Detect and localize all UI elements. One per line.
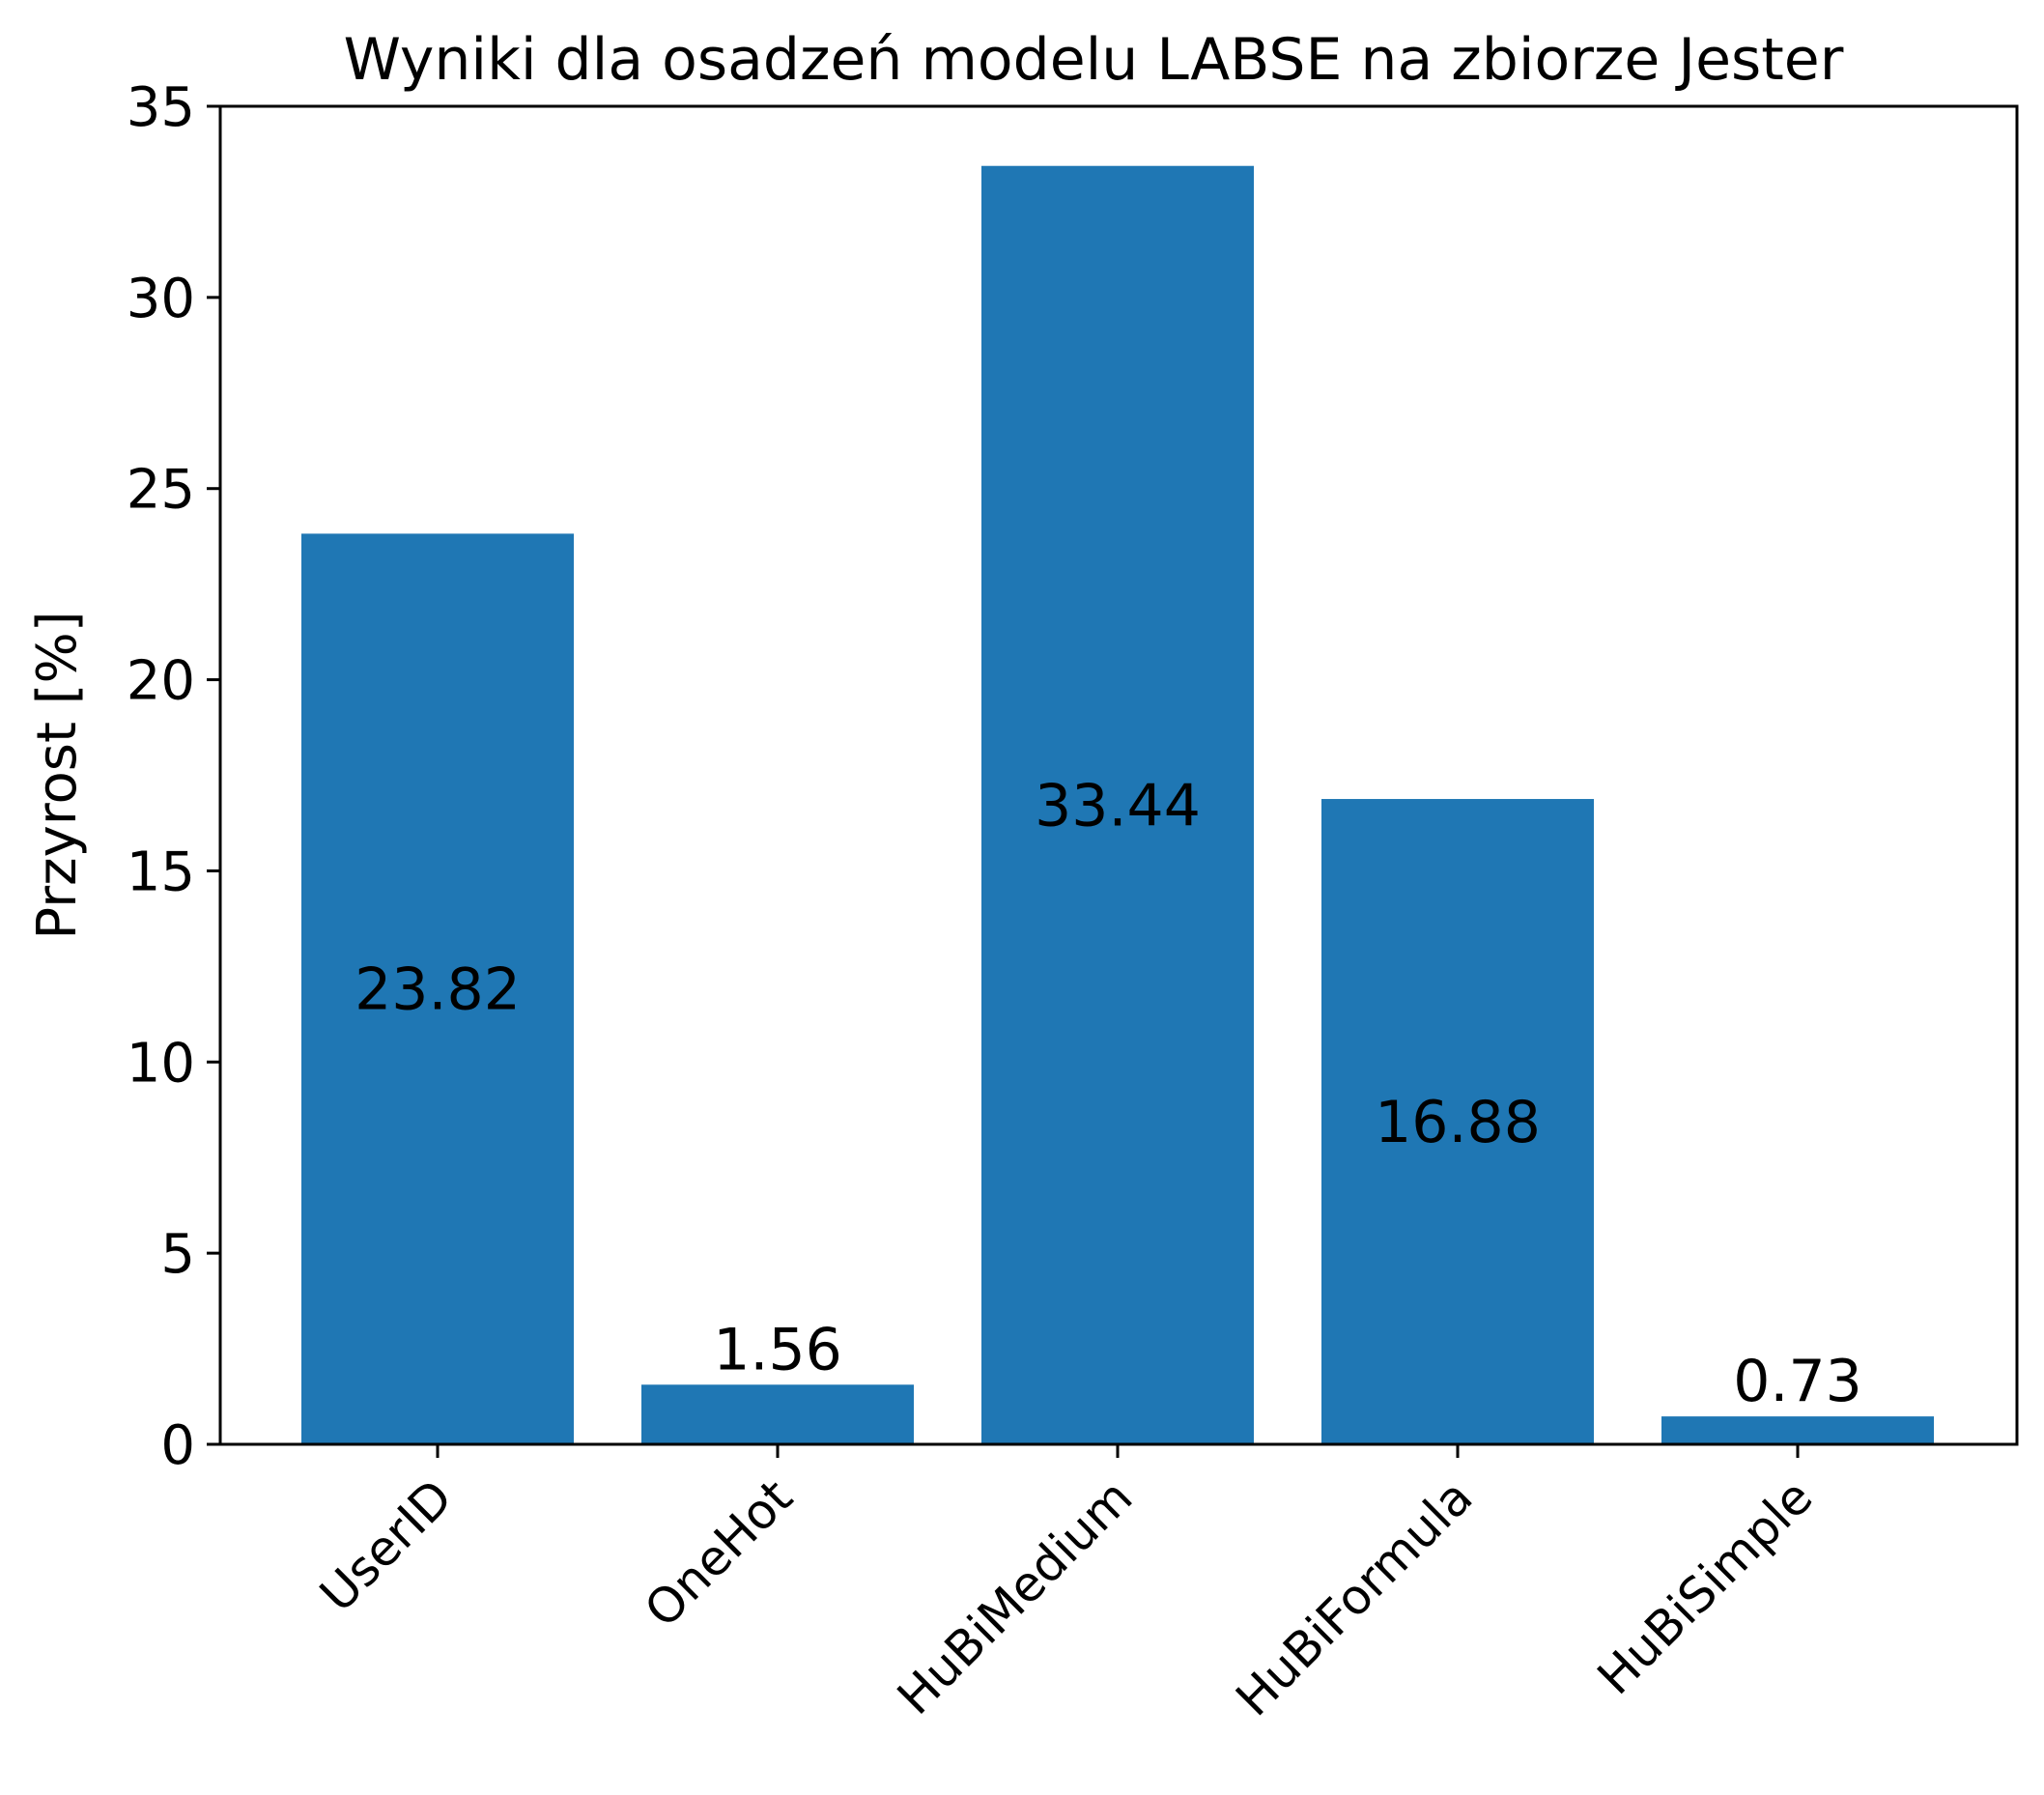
y-tick-label: 25 [127, 459, 195, 522]
data-label-hubisimple: 0.73 [1733, 1348, 1862, 1415]
y-tick-label: 35 [127, 76, 195, 139]
y-tick-label: 30 [127, 268, 195, 330]
data-label-hubimedium: 33.44 [1035, 772, 1201, 840]
bar-hubisimple [1661, 1416, 1934, 1444]
y-tick-label: 15 [127, 841, 195, 903]
y-axis-label: Przyrost [%] [26, 611, 89, 939]
x-tick-label-hubiformula: HuBiFormula [1225, 1468, 1483, 1726]
bar-userid [301, 533, 574, 1444]
x-tick-label-onehot: OneHot [634, 1468, 803, 1638]
y-tick-label: 5 [160, 1223, 195, 1286]
x-tick-label-userid: UserID [309, 1468, 463, 1622]
data-labels-group: 23.82 1.56 33.44 16.88 0.73 [355, 772, 1862, 1415]
bar-onehot [641, 1384, 914, 1444]
bar-hubiformula [1321, 799, 1594, 1444]
data-label-userid: 23.82 [355, 956, 521, 1024]
x-axis: UserID OneHot HuBiMedium HuBiFormula HuBiSim… [309, 1444, 1823, 1727]
data-label-onehot: 1.56 [713, 1316, 842, 1383]
y-tick-label: 0 [160, 1414, 195, 1477]
chart-title: Wyniki dla osadzeń modelu LABSE na zbior… [344, 26, 1844, 94]
bar-hubimedium [981, 165, 1254, 1444]
x-tick-label-hubisimple: HuBiSimple [1587, 1468, 1824, 1705]
y-axis: 0 5 10 15 20 25 30 35 [127, 76, 220, 1477]
bars-group [301, 165, 1934, 1444]
y-tick-label: 20 [127, 650, 195, 713]
x-tick-label-hubimedium: HuBiMedium [887, 1468, 1143, 1724]
y-tick-label: 10 [127, 1032, 195, 1095]
data-label-hubiformula: 16.88 [1375, 1089, 1541, 1156]
